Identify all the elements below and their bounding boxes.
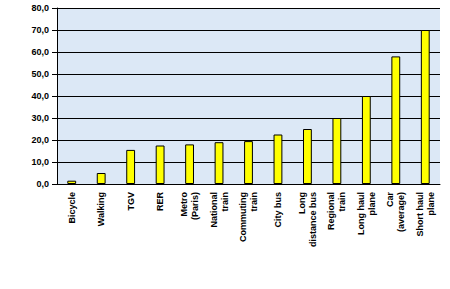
- svg-text:50,0: 50,0: [31, 69, 49, 79]
- svg-text:Commuting: Commuting: [238, 192, 248, 242]
- svg-text:Short haul: Short haul: [415, 192, 425, 237]
- svg-text:Walking: Walking: [96, 192, 106, 226]
- svg-text:train: train: [220, 192, 230, 212]
- svg-text:Bicycle: Bicycle: [67, 192, 77, 224]
- svg-text:distance bus: distance bus: [308, 192, 318, 247]
- svg-text:40,0: 40,0: [31, 91, 49, 101]
- svg-text:10,0: 10,0: [31, 157, 49, 167]
- svg-text:(Paris): (Paris): [190, 192, 200, 220]
- svg-text:0,0: 0,0: [36, 179, 49, 189]
- svg-text:TGV: TGV: [126, 192, 136, 211]
- svg-text:20,0: 20,0: [31, 135, 49, 145]
- svg-text:(average): (average): [396, 192, 406, 232]
- svg-text:plane: plane: [367, 192, 377, 216]
- svg-text:City bus: City bus: [273, 192, 283, 228]
- svg-text:Regional: Regional: [326, 192, 336, 230]
- svg-text:Long haul: Long haul: [356, 192, 366, 235]
- svg-text:Car: Car: [385, 192, 395, 208]
- svg-text:80,0: 80,0: [31, 3, 49, 13]
- svg-text:train: train: [249, 192, 259, 212]
- svg-text:plane: plane: [426, 192, 436, 216]
- svg-text:70,0: 70,0: [31, 25, 49, 35]
- svg-text:Metro: Metro: [179, 191, 189, 216]
- svg-text:Long: Long: [297, 192, 307, 214]
- svg-text:National: National: [209, 192, 219, 228]
- svg-text:RER: RER: [155, 192, 165, 212]
- svg-text:30,0: 30,0: [31, 113, 49, 123]
- svg-text:train: train: [337, 192, 347, 212]
- svg-text:60,0: 60,0: [31, 47, 49, 57]
